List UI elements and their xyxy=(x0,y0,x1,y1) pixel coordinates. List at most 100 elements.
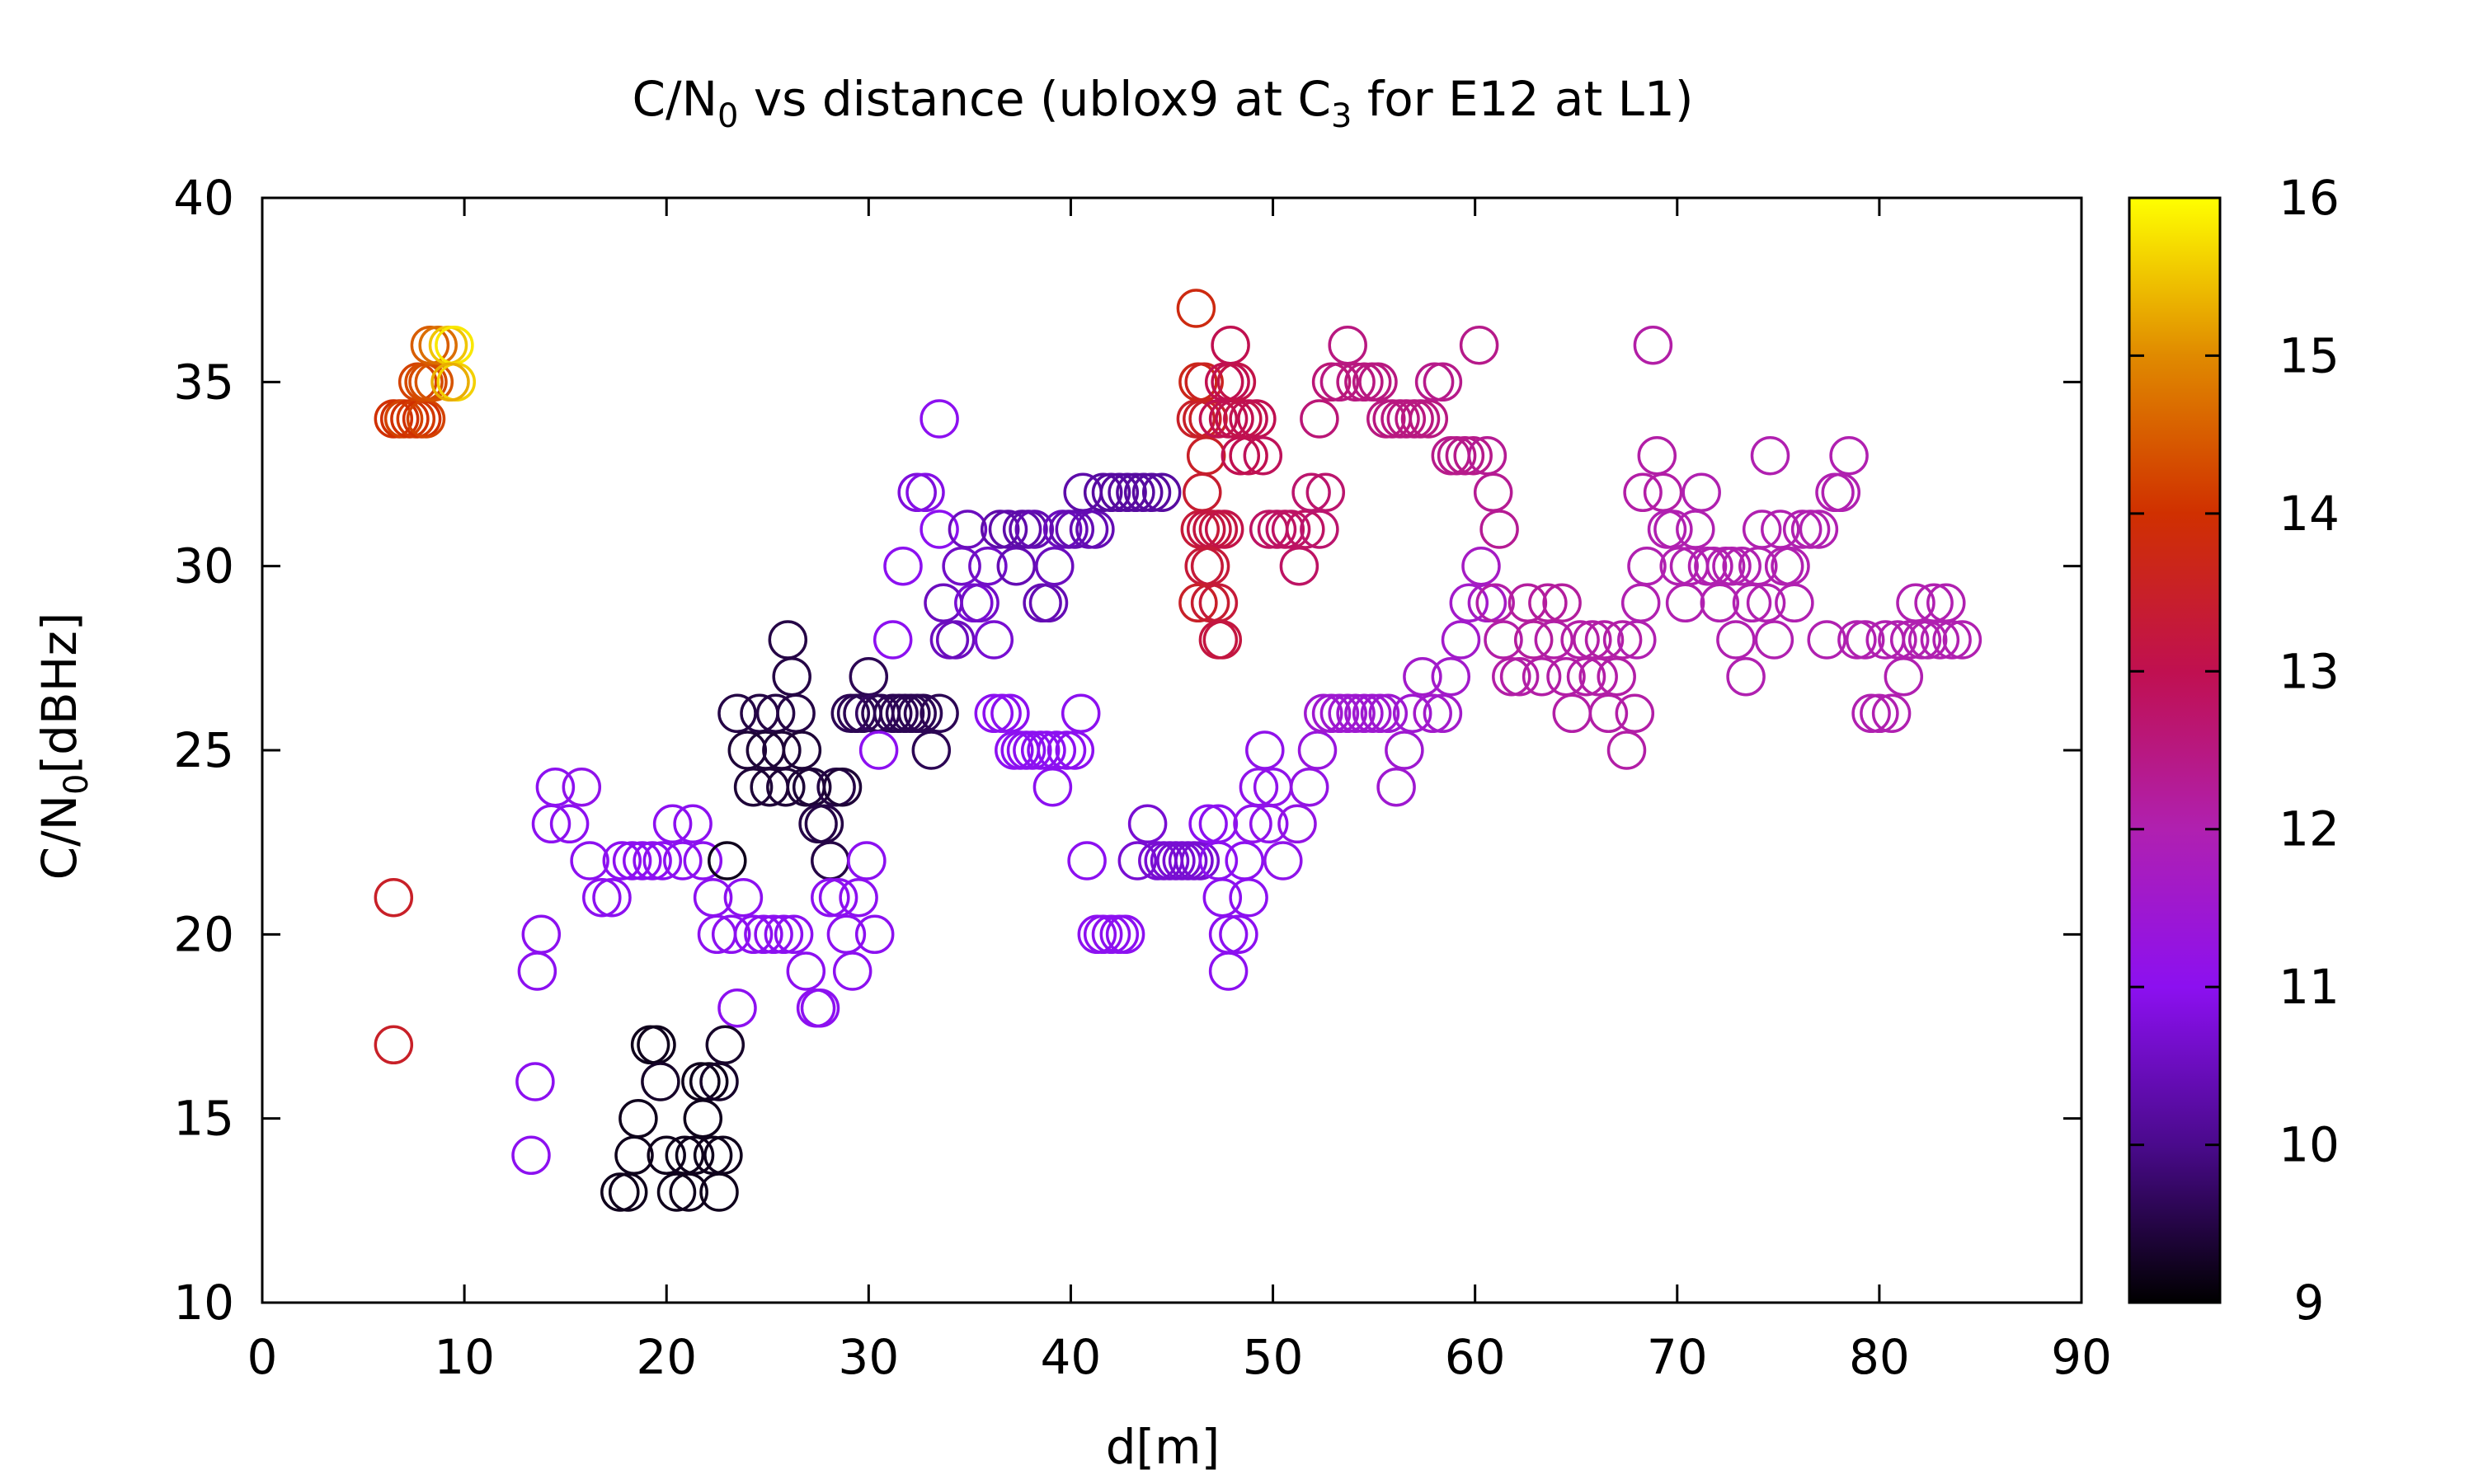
data-point xyxy=(614,1135,654,1176)
chart-title: C/N0 vs distance (ublox9 at C3 for E12 a… xyxy=(633,71,1694,135)
x-tick-label: 80 xyxy=(1849,1329,1910,1385)
data-point xyxy=(652,804,693,844)
data-point xyxy=(1871,693,1912,734)
colorbar-gradient xyxy=(2128,196,2222,1304)
data-point xyxy=(633,841,672,881)
data-point xyxy=(1473,472,1513,513)
data-point xyxy=(717,693,757,734)
data-point xyxy=(1475,583,1515,623)
data-point xyxy=(1386,399,1427,439)
data-point xyxy=(642,841,683,881)
x-axis-label: d[m] xyxy=(1106,1419,1221,1475)
data-point xyxy=(1237,399,1277,439)
data-point xyxy=(1233,804,1272,844)
data-point xyxy=(1845,620,1885,660)
data-point xyxy=(1459,325,1499,365)
data-point xyxy=(1183,472,1222,513)
data-point xyxy=(1385,730,1424,770)
data-point xyxy=(1942,620,1982,660)
data-point xyxy=(1620,583,1661,623)
data-point xyxy=(948,510,988,549)
data-point xyxy=(935,620,976,660)
data-point xyxy=(1566,656,1606,697)
data-point xyxy=(1889,620,1930,660)
data-point xyxy=(1180,841,1221,881)
data-point xyxy=(1319,693,1360,734)
data-point xyxy=(1328,325,1367,365)
colorbar-tick-label: 9 xyxy=(2294,1275,2325,1331)
data-point xyxy=(570,841,609,881)
data-point xyxy=(974,620,1014,660)
x-tick-label: 20 xyxy=(636,1329,697,1385)
data-point xyxy=(764,914,804,955)
data-point xyxy=(602,841,642,881)
data-point xyxy=(1035,546,1075,586)
data-point xyxy=(1047,730,1087,770)
data-point xyxy=(750,767,789,807)
data-point xyxy=(1063,472,1103,513)
data-point xyxy=(1300,510,1339,549)
data-point xyxy=(1336,362,1376,402)
data-point xyxy=(1245,730,1285,770)
data-point xyxy=(1400,399,1441,439)
data-point xyxy=(1289,767,1329,807)
colorbar-tick-label: 14 xyxy=(2279,486,2340,542)
data-point xyxy=(1198,804,1239,844)
data-point xyxy=(1344,693,1384,734)
data-point xyxy=(1263,841,1303,881)
data-point xyxy=(1588,693,1629,734)
data-point xyxy=(980,510,1020,549)
data-point xyxy=(1578,656,1618,697)
data-point xyxy=(1117,841,1158,881)
data-point xyxy=(1633,325,1673,365)
y-tick-label: 40 xyxy=(173,170,234,226)
data-point xyxy=(1712,546,1752,586)
data-point xyxy=(1376,767,1416,807)
data-point xyxy=(1790,510,1831,549)
x-tick-label: 0 xyxy=(247,1329,278,1385)
data-point xyxy=(1896,583,1935,623)
data-point xyxy=(727,730,768,770)
data-point xyxy=(1221,435,1261,476)
data-point xyxy=(1860,693,1899,734)
data-point xyxy=(1239,767,1279,807)
data-point xyxy=(1208,951,1249,991)
data-point xyxy=(1208,914,1249,955)
data-point xyxy=(1403,656,1442,697)
data-point xyxy=(1198,583,1239,623)
data-point xyxy=(1204,510,1244,549)
data-point xyxy=(1190,583,1230,623)
data-point xyxy=(1352,693,1392,734)
data-point xyxy=(755,693,796,734)
data-point xyxy=(1775,583,1814,623)
data-point xyxy=(1304,693,1343,734)
data-point xyxy=(675,1135,715,1176)
data-point xyxy=(1311,362,1352,402)
data-point xyxy=(656,1172,697,1212)
data-point xyxy=(832,951,872,991)
data-point xyxy=(708,841,747,881)
data-point xyxy=(1807,620,1846,660)
data-point xyxy=(641,1062,680,1101)
data-point xyxy=(1829,435,1869,476)
x-tick-label: 10 xyxy=(434,1329,495,1385)
data-point xyxy=(911,730,952,770)
data-point xyxy=(1623,472,1663,513)
data-point xyxy=(1884,656,1924,697)
data-point xyxy=(612,841,652,881)
data-point xyxy=(1461,546,1501,586)
data-point xyxy=(1449,583,1489,623)
data-point xyxy=(1061,693,1101,734)
x-tick-label: 50 xyxy=(1243,1329,1304,1385)
data-point xyxy=(1249,510,1289,549)
data-point xyxy=(1279,546,1319,586)
data-point xyxy=(1392,693,1432,734)
data-point xyxy=(990,693,1030,734)
data-point xyxy=(982,693,1022,734)
data-point xyxy=(1573,620,1612,660)
data-point xyxy=(1584,620,1625,660)
data-point xyxy=(1211,325,1250,365)
data-point xyxy=(1249,804,1289,844)
colorbar-tick-label: 12 xyxy=(2279,801,2340,857)
y-axis-label: C/N0[dBHz] xyxy=(31,613,96,881)
